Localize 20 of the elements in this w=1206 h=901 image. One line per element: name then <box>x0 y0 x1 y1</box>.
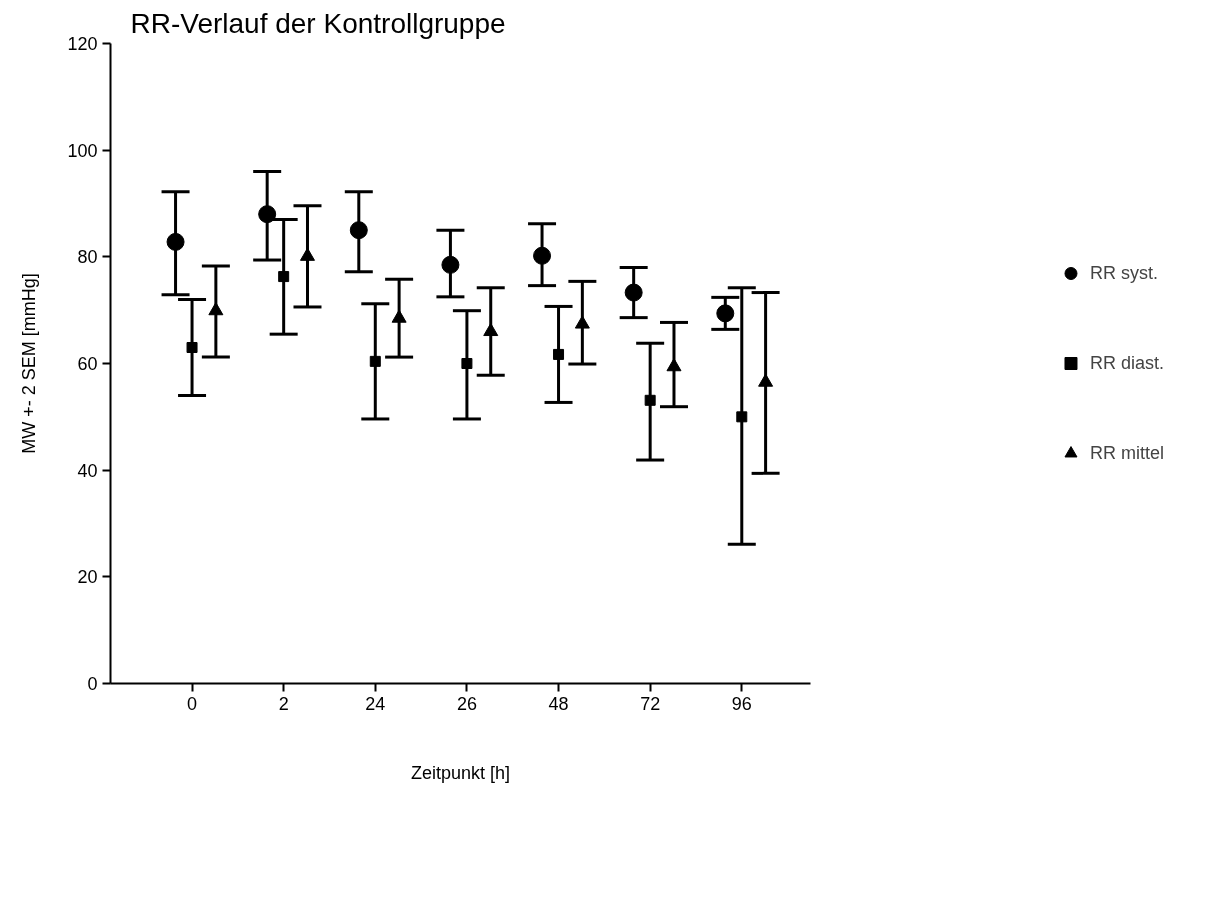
x-tick-label: 72 <box>640 693 661 714</box>
y-tick-label: 80 <box>77 247 98 268</box>
y-axis-title: MW +- 2 SEM [mmHg] <box>19 273 40 454</box>
y-tick-label: 20 <box>77 567 98 588</box>
y-tick-label: 60 <box>77 354 98 374</box>
y-tick-label: 0 <box>87 674 98 694</box>
legend-label: RR syst. <box>1089 262 1158 284</box>
x-tick-label: 96 <box>731 693 752 714</box>
legend-label: RR diast. <box>1089 352 1165 374</box>
chart-title: RR-Verlauf der Kontrollgruppe <box>130 7 506 39</box>
x-tick-label: 48 <box>548 693 569 714</box>
x-tick-label: 26 <box>456 693 477 714</box>
y-tick-label: 120 <box>67 34 98 54</box>
legend-label: RR mittel <box>1089 442 1164 464</box>
y-tick-label: 100 <box>67 140 98 161</box>
x-tick-label: 2 <box>278 693 289 714</box>
x-tick-label: 24 <box>365 693 386 714</box>
y-tick-label: 40 <box>77 460 98 481</box>
x-axis-title: Zeitpunkt [h] <box>410 762 511 783</box>
x-tick-label: 0 <box>187 693 198 714</box>
